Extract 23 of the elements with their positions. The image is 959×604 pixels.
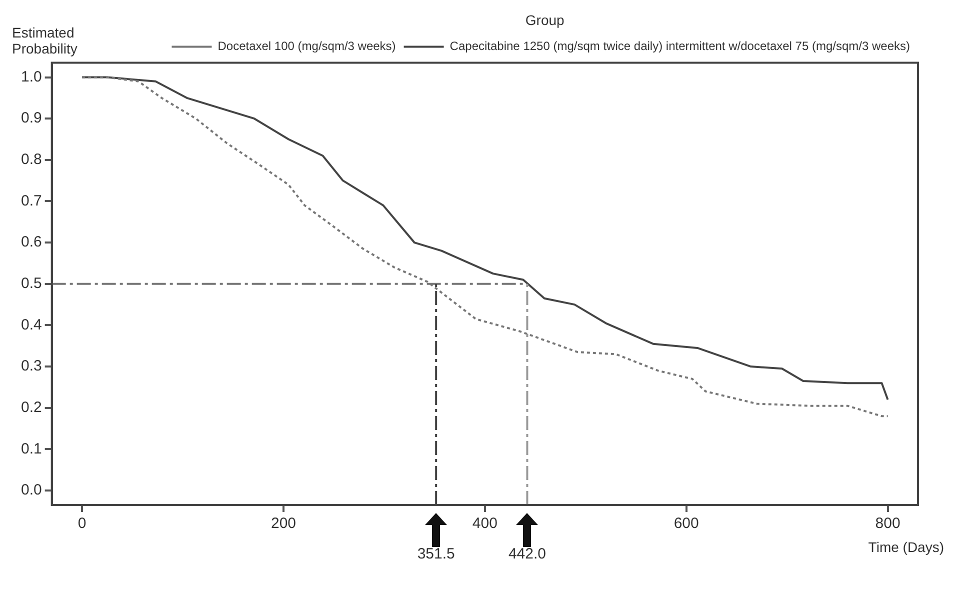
ref-line-label: 351.5 bbox=[417, 546, 455, 563]
x-tick-label: 600 bbox=[674, 515, 699, 532]
x-tick-label: 0 bbox=[78, 515, 86, 532]
y-tick-label: 1.0 bbox=[20, 68, 42, 86]
y-tick-label: 0.3 bbox=[20, 358, 42, 375]
y-tick-label: 0.6 bbox=[20, 234, 42, 251]
x-tick-label: 400 bbox=[472, 515, 498, 532]
ref-line-label: 442.0 bbox=[508, 546, 546, 563]
y-tick-label: 0.8 bbox=[20, 151, 42, 168]
y-tick-label: 0.7 bbox=[20, 192, 42, 210]
legend-label: Capecitabine 1250 (mg/sqm twice daily) intermittent w/docetaxel 75 (mg/sqm/3 weeks) bbox=[450, 39, 910, 54]
y-tick-label: 0.4 bbox=[20, 316, 42, 334]
x-tick-label: 800 bbox=[875, 515, 900, 532]
y-tick-label: 0.0 bbox=[20, 482, 42, 499]
y-tick-label: 0.9 bbox=[20, 110, 42, 127]
x-tick-label: 200 bbox=[270, 515, 296, 532]
legend-title: Group bbox=[525, 12, 565, 28]
x-axis-title: Time (Days) bbox=[868, 538, 944, 555]
y-axis-title: Estimated Probability bbox=[12, 24, 78, 57]
y-tick-label: 0.5 bbox=[20, 275, 42, 292]
y-tick-label: 0.1 bbox=[20, 440, 42, 458]
y-tick-label: 0.2 bbox=[20, 399, 42, 416]
legend-label: Docetaxel 100 (mg/sqm/3 weeks) bbox=[218, 39, 396, 54]
